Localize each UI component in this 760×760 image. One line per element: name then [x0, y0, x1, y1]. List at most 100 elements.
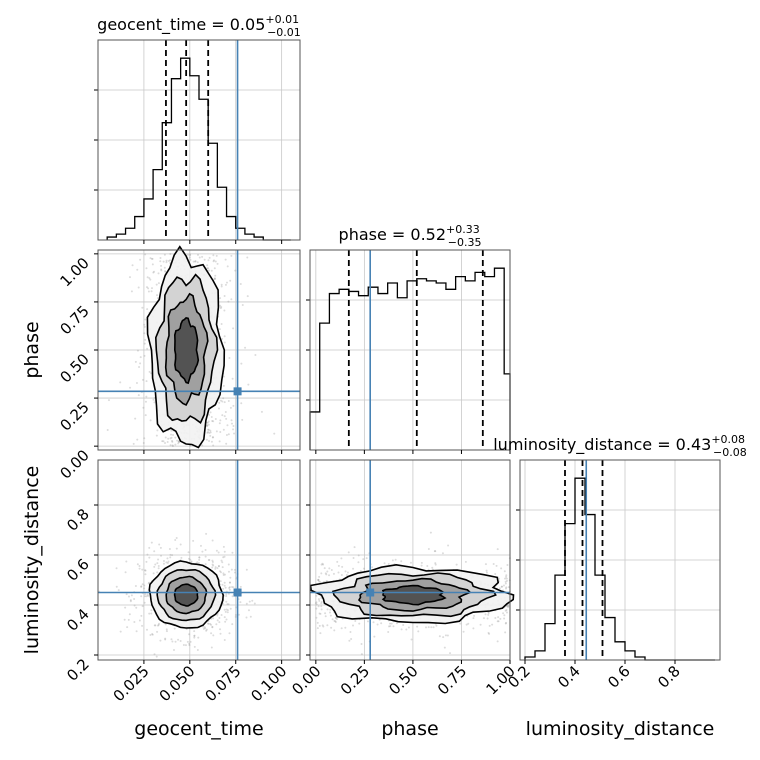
scatter-point — [207, 558, 210, 561]
scatter-point — [159, 260, 162, 263]
scatter-point — [486, 617, 489, 620]
scatter-panel-luminosity_distance-vs-phase — [309, 460, 515, 660]
scatter-point — [166, 557, 169, 560]
scatter-point — [223, 401, 226, 404]
scatter-point — [392, 625, 395, 628]
scatter-point — [464, 560, 467, 563]
scatter-point — [168, 548, 171, 551]
scatter-point — [209, 431, 212, 434]
scatter-point — [130, 290, 133, 293]
scatter-point — [318, 612, 321, 615]
scatter-point — [221, 400, 224, 403]
scatter-point — [188, 633, 191, 636]
scatter-point — [219, 580, 222, 583]
scatter-point — [234, 269, 237, 272]
scatter-point — [214, 277, 217, 280]
scatter-point — [227, 570, 230, 573]
scatter-point — [210, 623, 213, 626]
scatter-point — [147, 287, 150, 290]
scatter-point — [175, 537, 178, 540]
scatter-point — [147, 290, 150, 293]
scatter-point — [193, 645, 196, 648]
scatter-point — [133, 620, 136, 623]
scatter-point — [239, 282, 242, 285]
scatter-point — [206, 622, 209, 625]
scatter-point — [177, 442, 180, 445]
scatter-point — [158, 622, 161, 625]
scatter-point — [341, 565, 344, 568]
scatter-point — [212, 260, 215, 263]
scatter-point — [495, 564, 498, 567]
scatter-point — [245, 568, 248, 571]
title-text: geocent_time = 0.05 — [97, 15, 265, 35]
scatter-point — [329, 614, 332, 617]
scatter-point — [211, 626, 214, 629]
scatter-point — [144, 569, 147, 572]
x-axis-label-luminosity_distance: luminosity_distance — [526, 718, 715, 740]
scatter-point — [229, 607, 232, 610]
panel-title-phase: phase = 0.52+0.33 −0.35 — [339, 223, 482, 249]
scatter-point — [223, 616, 226, 619]
scatter-point — [206, 421, 209, 424]
scatter-point — [211, 436, 214, 439]
contour-level-3-panel-0 — [173, 317, 200, 385]
scatter-point — [225, 281, 228, 284]
x-tick-label-1-2: 0.50 — [385, 662, 421, 698]
scatter-point — [154, 563, 157, 566]
scatter-point — [321, 624, 324, 627]
scatter-point — [162, 560, 165, 563]
scatter-point — [487, 613, 490, 616]
scatter-point — [151, 257, 154, 260]
scatter-point — [177, 440, 180, 443]
scatter-point — [163, 266, 166, 269]
scatter-point — [319, 632, 322, 635]
scatter-point — [216, 619, 219, 622]
scatter-point — [208, 256, 211, 259]
scatter-point — [426, 564, 429, 567]
scatter-point — [231, 623, 234, 626]
scatter-point — [394, 558, 397, 561]
scatter-point — [153, 653, 156, 656]
scatter-point — [222, 428, 225, 431]
scatter-point — [196, 253, 199, 256]
scatter-point — [207, 622, 210, 625]
scatter-point — [212, 617, 215, 620]
scatter-point — [214, 567, 217, 570]
scatter-point — [224, 610, 227, 613]
scatter-point — [365, 557, 368, 560]
scatter-point — [135, 606, 138, 609]
scatter-point — [132, 442, 135, 445]
scatter-point — [157, 567, 160, 570]
scatter-point — [500, 585, 503, 588]
scatter-point — [219, 571, 222, 574]
scatter-point — [165, 261, 168, 264]
scatter-point — [319, 612, 322, 615]
scatter-point — [344, 570, 347, 573]
scatter-point — [225, 595, 228, 598]
hist-bar-phase-4 — [349, 291, 359, 450]
scatter-point — [158, 543, 161, 546]
scatter-point — [156, 571, 159, 574]
title-lower-error: −0.35 — [448, 236, 482, 249]
scatter-point — [160, 264, 163, 267]
scatter-point — [216, 262, 219, 265]
scatter-point — [214, 417, 217, 420]
scatter-point — [189, 258, 192, 261]
scatter-point — [150, 290, 153, 293]
scatter-point — [117, 589, 120, 592]
scatter-point — [162, 562, 165, 565]
scatter-point — [362, 567, 365, 570]
hist-bar-geocent_time-15 — [245, 234, 254, 240]
hist-bar-geocent_time-3 — [135, 217, 144, 240]
x-tick-label-2-3: 0.8 — [654, 662, 684, 692]
scatter-point — [134, 360, 137, 363]
scatter-point — [215, 430, 218, 433]
scatter-point — [225, 593, 228, 596]
scatter-point — [505, 621, 508, 624]
truth-marker-2 — [366, 588, 375, 597]
scatter-point — [222, 587, 225, 590]
scatter-point — [488, 624, 491, 627]
scatter-point — [318, 575, 321, 578]
scatter-point — [317, 578, 320, 581]
scatter-point — [352, 567, 355, 570]
